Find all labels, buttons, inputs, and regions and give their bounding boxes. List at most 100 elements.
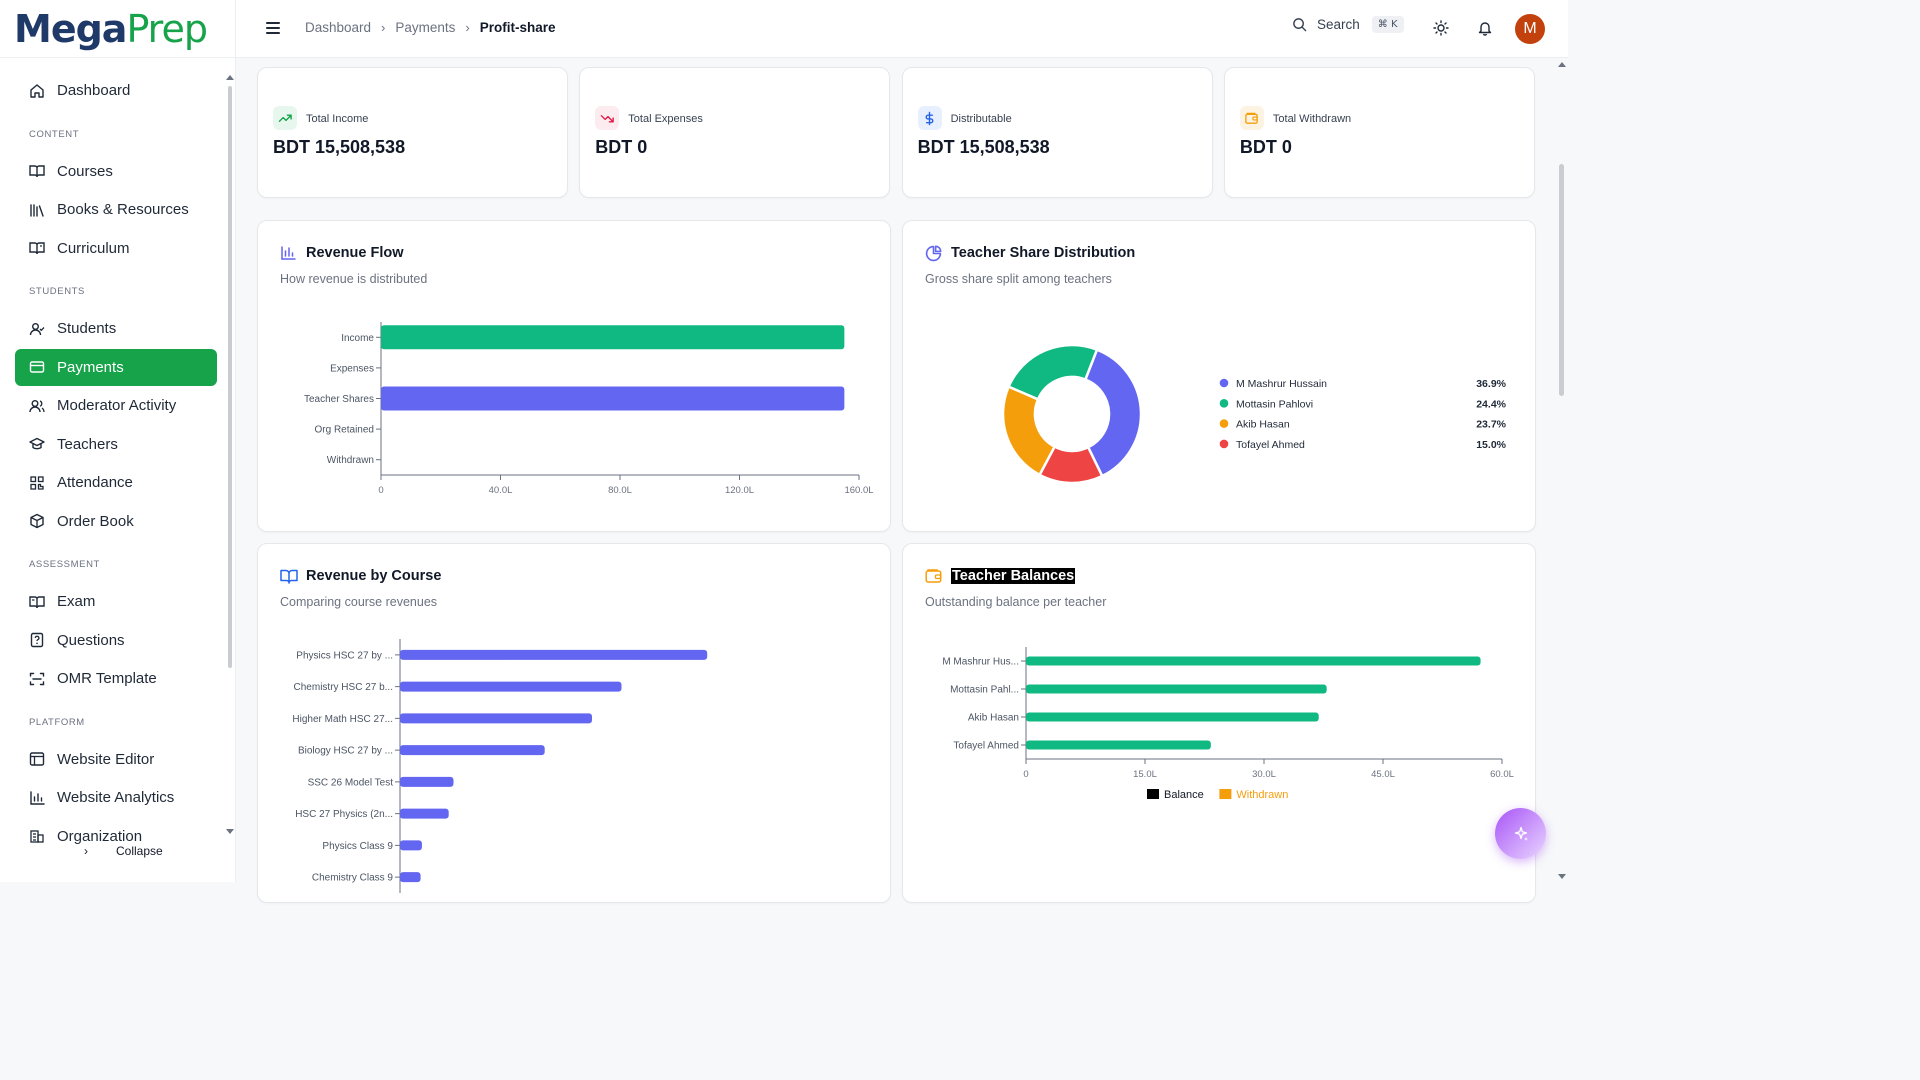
- sidebar: Mega Prep Dashboard CONTENT Courses Books & …: [0, 0, 236, 882]
- page-scroll-up[interactable]: [1558, 62, 1566, 67]
- sidebar-item-students[interactable]: Students: [15, 310, 217, 347]
- stat-label: Distributable: [950, 113, 1012, 125]
- sidebar-item-exam[interactable]: Exam: [15, 583, 217, 620]
- teachers-icon: [29, 437, 45, 450]
- sidebar-scroll-down[interactable]: [226, 829, 234, 834]
- bar: [1026, 656, 1481, 666]
- sidebar-scroll-up[interactable]: [226, 75, 234, 80]
- sidebar-item-organization[interactable]: Organization: [15, 818, 217, 855]
- sidebar-item-order-book[interactable]: Order Book: [15, 503, 217, 540]
- topbar: Dashboard › Payments › Profit-share Sear…: [236, 0, 1568, 58]
- chevron-right-icon: ›: [84, 844, 88, 858]
- sidebar-item-attendance[interactable]: Attendance: [15, 464, 217, 501]
- legend-swatch: [1219, 789, 1232, 799]
- bar: [1026, 712, 1319, 722]
- sidebar-item-omr-template[interactable]: OMR Template: [15, 660, 217, 697]
- dashboard-icon: [30, 83, 44, 98]
- x-tick-label: 0: [378, 485, 383, 496]
- book-open-icon: [280, 569, 298, 584]
- bar: [381, 325, 845, 350]
- menu-icon[interactable]: [266, 22, 280, 37]
- y-tick-label: Chemistry HSC 27 b...: [294, 682, 393, 693]
- chart-title-text: Teacher Balances: [951, 568, 1076, 584]
- sparkle-icon: [1514, 826, 1528, 841]
- revenue-by-course-card: Revenue by Course Comparing course reven…: [257, 543, 891, 903]
- sidebar-item-moderator-activity[interactable]: Moderator Activity: [15, 387, 217, 424]
- stat-value: BDT 15,508,538: [273, 137, 406, 157]
- dollar-icon: [917, 106, 942, 130]
- bell-icon[interactable]: [1477, 20, 1493, 36]
- books-resources-icon: [30, 203, 44, 217]
- moderator-activity-icon: [29, 399, 45, 412]
- teacher-share-card: Teacher Share Distribution Gross share s…: [902, 220, 1536, 532]
- sidebar-section-content: CONTENT: [29, 128, 80, 140]
- chart-title: Revenue by Course: [306, 568, 442, 584]
- bar: [400, 649, 708, 660]
- bar-chart-icon: [281, 246, 296, 260]
- bar: [1026, 740, 1211, 750]
- collapse-button[interactable]: › Collapse: [84, 844, 163, 858]
- y-tick-label: Teacher Shares: [304, 394, 374, 405]
- chevron-right-icon: ›: [465, 20, 470, 35]
- legend-dot: [1219, 399, 1229, 408]
- legend-label: M Mashrur Hussain: [1236, 378, 1327, 390]
- avatar[interactable]: M: [1515, 14, 1545, 44]
- sidebar-item-label: Dashboard: [57, 82, 131, 99]
- y-tick-label: Physics Class 9: [322, 841, 393, 852]
- breadcrumb-dashboard[interactable]: Dashboard: [305, 20, 372, 35]
- legend-label: Balance: [1164, 789, 1204, 801]
- breadcrumb-payments[interactable]: Payments: [395, 20, 456, 35]
- sidebar-item-courses[interactable]: Courses: [15, 153, 217, 190]
- bar: [381, 386, 845, 411]
- y-tick-label: Withdrawn: [327, 455, 374, 466]
- sidebar-item-books-resources[interactable]: Books & Resources: [15, 191, 217, 228]
- legend-value: 36.9%: [1476, 378, 1506, 390]
- logo-prep: Prep: [126, 6, 208, 51]
- sidebar-item-dashboard[interactable]: Dashboard: [15, 72, 217, 109]
- sidebar-item-label: Moderator Activity: [57, 397, 177, 414]
- stat-label: Total Income: [306, 113, 369, 125]
- y-tick-label: SSC 26 Model Test: [308, 777, 394, 788]
- teacher-balances-card: Teacher Balances Outstanding balance per…: [902, 543, 1536, 903]
- page-scroll-down[interactable]: [1558, 874, 1566, 879]
- sidebar-scrollbar[interactable]: [228, 86, 232, 668]
- chart-subtitle: How revenue is distributed: [280, 272, 428, 286]
- sidebar-item-label: Attendance: [57, 474, 133, 491]
- sidebar-item-teachers[interactable]: Teachers: [15, 426, 217, 463]
- chart-subtitle: Gross share split among teachers: [925, 272, 1112, 286]
- stat-value: BDT 0: [595, 137, 648, 157]
- order-book-icon: [30, 513, 44, 529]
- sidebar-item-questions[interactable]: Questions: [15, 622, 217, 659]
- bar: [400, 776, 454, 787]
- bar: [400, 681, 622, 692]
- logo[interactable]: Mega Prep: [0, 0, 235, 58]
- sidebar-item-curriculum[interactable]: Curriculum: [15, 230, 217, 267]
- sidebar-item-website-editor[interactable]: Website Editor: [15, 741, 217, 778]
- pie-slice: [1007, 343, 1099, 401]
- y-tick-label: Akib Hasan: [968, 713, 1019, 724]
- y-tick-label: Mottasin Pahl...: [950, 685, 1019, 696]
- breadcrumb-current: Profit-share: [479, 20, 556, 35]
- attendance-icon: [30, 475, 44, 490]
- page-scrollbar[interactable]: [1559, 164, 1564, 396]
- bar: [1026, 684, 1327, 694]
- stat-label: Total Withdrawn: [1272, 113, 1352, 125]
- stat-card: Total Income BDT 15,508,538: [257, 67, 568, 198]
- bar: [400, 840, 422, 851]
- y-tick-label: M Mashrur Hus...: [942, 657, 1019, 668]
- sidebar-item-label: Books & Resources: [57, 201, 189, 218]
- pie-chart-icon: [925, 245, 942, 262]
- y-tick-label: Tofayel Ahmed: [953, 741, 1019, 752]
- sidebar-nav: Dashboard CONTENT Courses Books & Resources…: [15, 72, 217, 856]
- x-tick-label: 30.0L: [1252, 769, 1276, 780]
- sun-icon[interactable]: [1433, 20, 1449, 36]
- ai-assistant-button[interactable]: [1495, 808, 1546, 859]
- stat-value: BDT 0: [1239, 137, 1292, 157]
- sidebar-item-payments[interactable]: Payments: [15, 348, 217, 386]
- teacher-balances-chart: 0 15.0L 30.0L 45.0L 60.0L M Mashrur Hus... Mot…: [942, 647, 1514, 801]
- bar: [400, 745, 545, 756]
- bar: [400, 713, 592, 724]
- pie-slice: [1083, 348, 1143, 478]
- search-button[interactable]: Search ⌘ K: [1292, 16, 1404, 33]
- sidebar-item-website-analytics[interactable]: Website Analytics: [15, 779, 217, 816]
